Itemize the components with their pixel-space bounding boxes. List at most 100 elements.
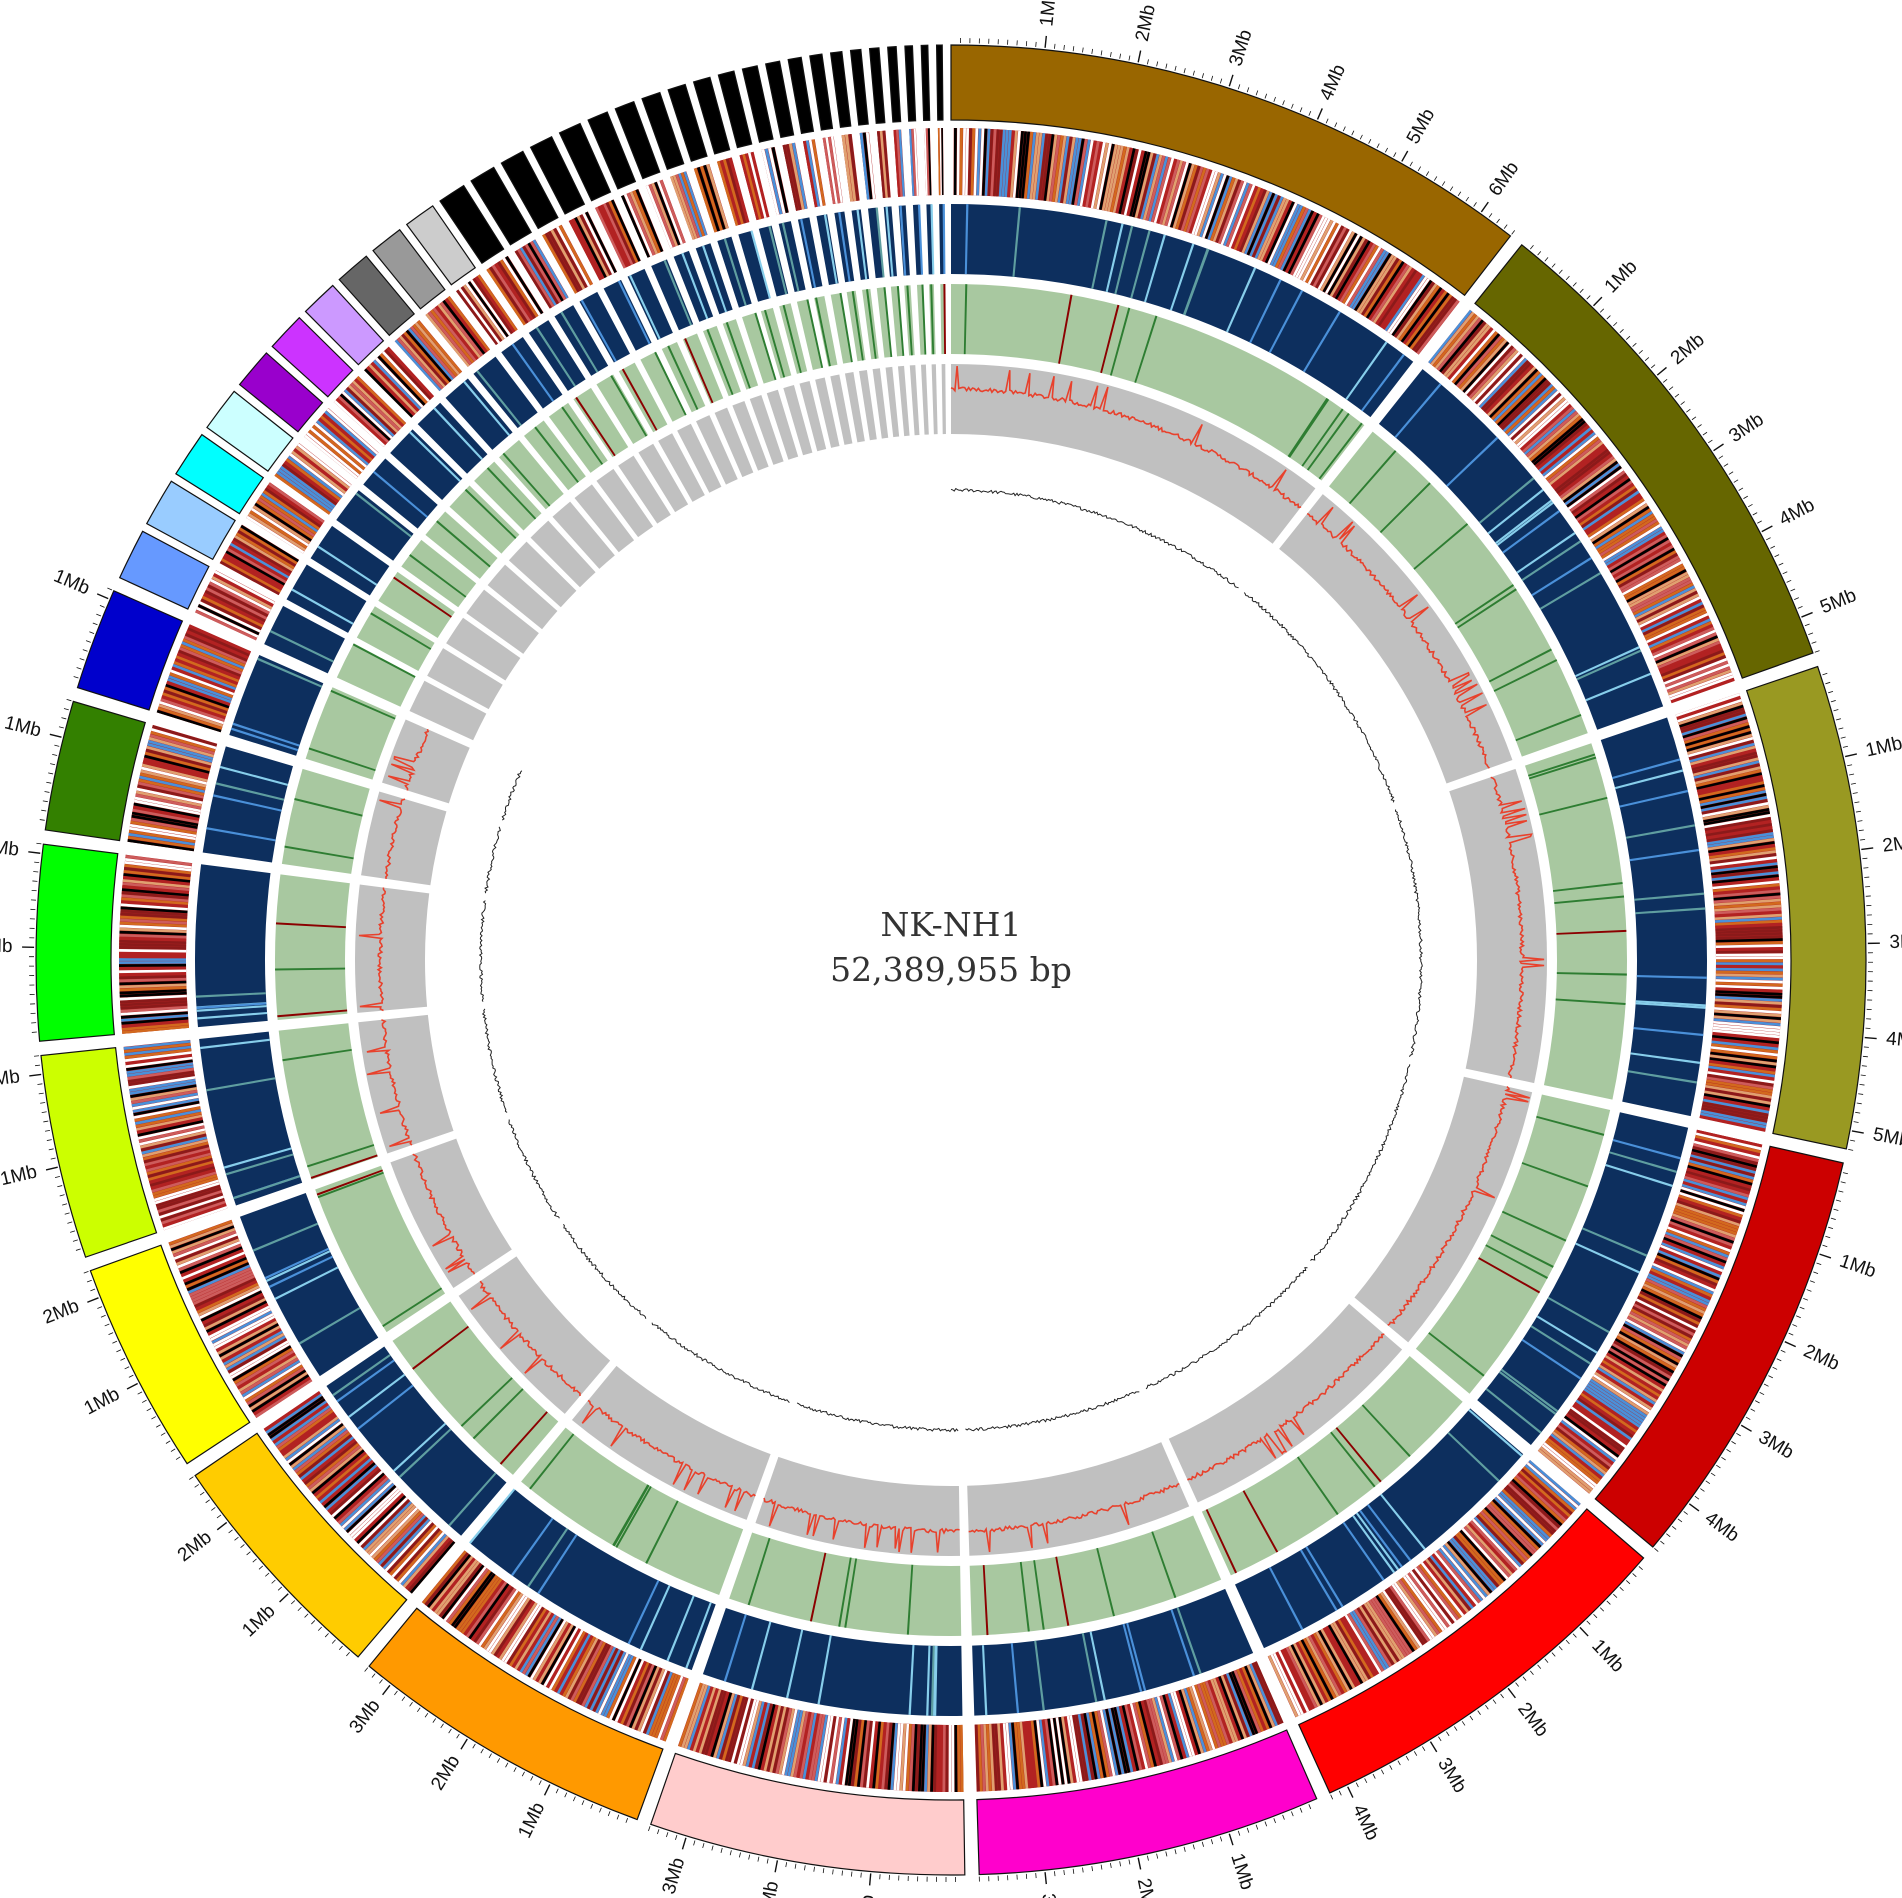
annotation-stripe	[1088, 1712, 1104, 1779]
annotation-stripe	[1464, 343, 1512, 395]
skew-line	[1310, 1064, 1411, 1262]
annotation-stripe	[1436, 1549, 1481, 1604]
annotation-stripe	[1714, 998, 1782, 1005]
annotation-stripe	[1648, 618, 1711, 649]
annotation-stripe	[617, 1660, 647, 1724]
annotation-stripe	[637, 1668, 665, 1732]
annotation-stripe	[370, 361, 420, 412]
annotation-stripe	[796, 1711, 812, 1779]
blue-highlight	[537, 1534, 578, 1595]
annotation-stripe	[977, 1724, 983, 1792]
annotation-stripe	[124, 861, 192, 872]
annotation-stripe	[1110, 1707, 1128, 1774]
annotation-stripe	[257, 497, 315, 537]
blue-highlight	[1498, 1371, 1557, 1415]
annotation-stripe	[196, 1282, 259, 1314]
annotation-stripe	[1382, 1590, 1423, 1648]
blue-highlight	[1612, 1139, 1681, 1160]
annotation-stripe	[1351, 251, 1390, 310]
annotation-stripe	[1610, 1345, 1670, 1382]
tick-mark	[40, 1102, 46, 1104]
annotation-stripe	[1567, 1411, 1624, 1453]
tick-mark	[711, 1845, 714, 1851]
blue-highlight	[257, 657, 323, 688]
annotation-stripe	[463, 1579, 505, 1636]
ideogram-seq-26	[470, 166, 533, 246]
tick-label: 2Mb	[756, 1879, 784, 1898]
annotation-stripe	[1709, 1060, 1776, 1072]
blue-highlight	[1345, 341, 1388, 400]
annotation-stripe	[1151, 1697, 1172, 1763]
annotation-stripe	[1657, 640, 1721, 669]
annotation-stripe	[1148, 156, 1169, 222]
tick-mark	[1694, 1495, 1700, 1500]
annotation-stripe	[1269, 203, 1301, 266]
green-line	[486, 467, 537, 520]
tick-mark	[43, 1120, 49, 1123]
annotation-stripe	[881, 1722, 890, 1790]
blue-highlight	[291, 588, 354, 625]
blue-highlight	[1299, 1549, 1338, 1611]
blue-highlight	[1176, 1607, 1202, 1674]
skew-line	[478, 900, 487, 1002]
tick-mark	[1606, 315, 1611, 320]
ideogram-seq-11	[40, 1047, 158, 1258]
annotation-stripe	[308, 429, 362, 475]
annotation-stripe	[884, 1722, 893, 1790]
annotation-stripe	[386, 346, 434, 399]
annotation-stripe	[1505, 1484, 1557, 1533]
annotation-stripe	[1068, 137, 1082, 205]
annotation-stripe	[1643, 607, 1706, 638]
annotation-stripe	[1711, 871, 1779, 881]
annotation-stripe	[959, 128, 963, 196]
tick-mark	[1847, 764, 1853, 767]
annotation-stripe	[119, 961, 187, 964]
tick-mark	[331, 1639, 336, 1644]
annotation-stripe	[1049, 134, 1061, 202]
blue-highlight	[1380, 1493, 1426, 1550]
annotation-stripe	[835, 1717, 848, 1785]
annotation-stripe	[126, 1059, 193, 1071]
annotation-stripe	[183, 1254, 246, 1283]
annotation-stripe	[716, 160, 739, 226]
annotation-stripe	[134, 1106, 201, 1122]
green-line	[838, 1557, 852, 1627]
annotation-stripe	[1086, 1712, 1101, 1779]
tick-mark	[63, 708, 69, 711]
green-line	[1413, 523, 1469, 570]
annotation-stripe	[1582, 1390, 1639, 1431]
annotation-stripe	[865, 132, 876, 200]
annotation-stripe	[197, 604, 260, 636]
tick-mark	[1389, 1765, 1393, 1770]
tick-mark	[1671, 1526, 1677, 1530]
tick-label: 2Mb	[1132, 3, 1160, 43]
tick-mark	[234, 1536, 239, 1541]
annotation-stripe	[811, 139, 826, 206]
annotation-stripe	[603, 203, 634, 266]
annotation-stripe	[347, 1487, 399, 1536]
annotation-stripe	[1453, 1535, 1500, 1588]
annotation-stripe	[1661, 652, 1725, 680]
annotation-stripe	[1063, 1716, 1077, 1783]
annotation-stripe	[119, 924, 187, 931]
blue-highlight	[206, 827, 276, 842]
tick-mark	[409, 1702, 413, 1707]
annotation-stripe	[119, 986, 187, 992]
annotation-stripe	[171, 666, 236, 693]
annotation-stripe	[1102, 1709, 1119, 1776]
annotation-stripe	[663, 1677, 689, 1742]
blue-highlight	[1630, 1052, 1701, 1065]
green-line	[706, 329, 734, 396]
annotation-stripe	[160, 1198, 225, 1222]
annotation-stripe	[1706, 826, 1773, 840]
annotation-stripe	[1711, 874, 1779, 884]
tick-mark	[1496, 218, 1500, 224]
annotation-stripe	[144, 751, 211, 771]
annotation-stripe	[1396, 283, 1438, 340]
tick-mark	[681, 1837, 687, 1850]
annotation-stripe	[686, 1685, 711, 1750]
annotation-stripe	[151, 728, 217, 750]
ideogram-seq-13	[44, 700, 146, 842]
annotation-stripe	[1518, 401, 1570, 449]
annotation-stripe	[1583, 1388, 1641, 1428]
